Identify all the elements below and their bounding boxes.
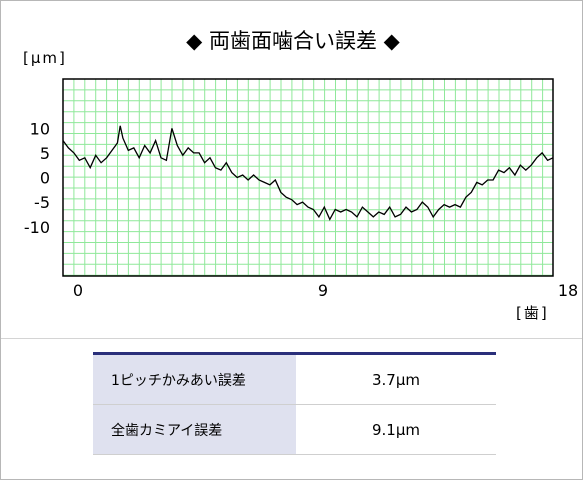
y-tick-labels: 10 5 0 -5 -10 bbox=[24, 119, 50, 237]
series-line bbox=[62, 125, 554, 221]
y-tick-label: 5 bbox=[40, 144, 50, 163]
y-axis-unit: [μm] bbox=[23, 49, 67, 67]
row-label-total-error: 全歯カミアイ誤差 bbox=[93, 404, 296, 455]
chart-title: ◆ 両歯面噛合い誤差 ◆ bbox=[186, 29, 400, 53]
row-value-total-error: 9.1μm bbox=[296, 404, 496, 455]
chart-panel: ◆ 両歯面噛合い誤差 ◆ [μm] [歯] 10 5 0 -5 -10 0 9 18 bbox=[1, 1, 582, 339]
plot-grid bbox=[63, 79, 553, 276]
results-table: 1ピッチかみあい誤差 3.7μm 全歯カミアイ誤差 9.1μm bbox=[93, 352, 496, 455]
x-axis-unit: [歯] bbox=[516, 304, 549, 322]
table-row: 全歯カミアイ誤差 9.1μm bbox=[93, 404, 496, 455]
results-table-wrap: 1ピッチかみあい誤差 3.7μm 全歯カミアイ誤差 9.1μm bbox=[93, 352, 496, 455]
y-tick-label: -10 bbox=[24, 218, 50, 237]
row-value-pitch-error: 3.7μm bbox=[296, 353, 496, 405]
x-tick-label: 18 bbox=[558, 281, 578, 300]
row-label-pitch-error: 1ピッチかみあい誤差 bbox=[93, 353, 296, 405]
plot-border bbox=[62, 78, 554, 277]
x-tick-labels: 0 9 18 bbox=[73, 281, 578, 300]
y-tick-label: -5 bbox=[34, 193, 50, 212]
y-tick-label: 0 bbox=[40, 169, 50, 188]
table-row: 1ピッチかみあい誤差 3.7μm bbox=[93, 353, 496, 405]
x-tick-label: 0 bbox=[73, 281, 83, 300]
error-chart: ◆ 両歯面噛合い誤差 ◆ [μm] [歯] 10 5 0 -5 -10 0 9 18 bbox=[23, 29, 578, 322]
x-tick-label: 9 bbox=[318, 281, 328, 300]
y-tick-label: 10 bbox=[30, 119, 50, 138]
